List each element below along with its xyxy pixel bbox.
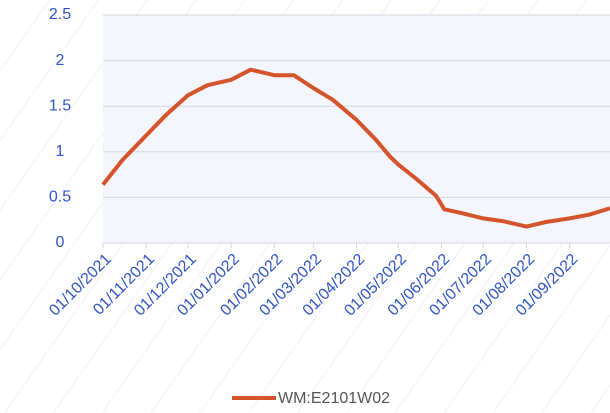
plot-area [103, 15, 610, 243]
y-tick-label: 0.5 [49, 189, 71, 206]
y-tick-label: 2 [56, 52, 65, 69]
y-tick-label: 0 [56, 234, 65, 251]
legend-label: WM:E2101W02 [278, 390, 390, 407]
data-line [101, 67, 610, 229]
y-tick-label: 1 [56, 143, 65, 160]
y-tick-label: 1.5 [49, 97, 71, 114]
y-tick-label: 2.5 [49, 6, 71, 23]
